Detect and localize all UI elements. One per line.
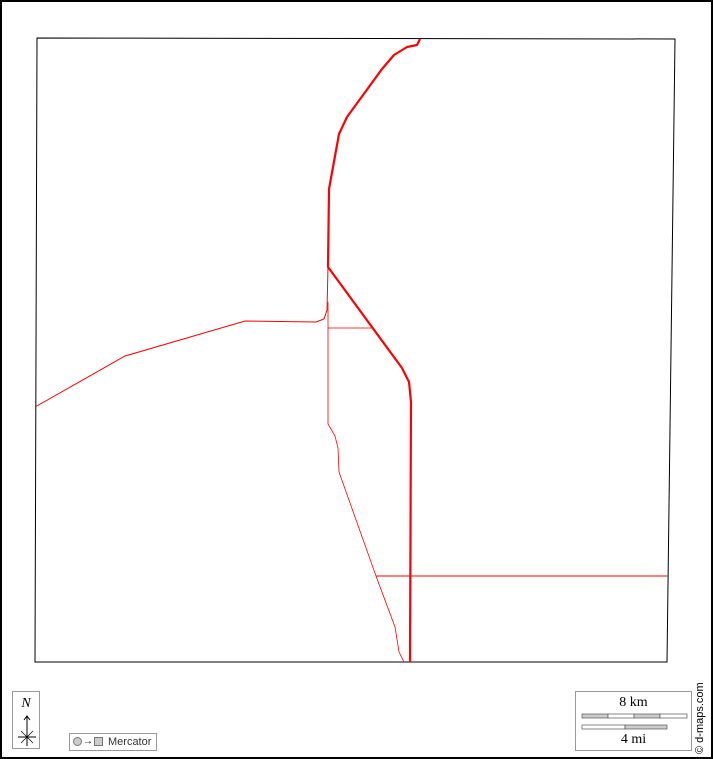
north-label: N bbox=[21, 696, 31, 711]
minor-road-south bbox=[327, 302, 405, 663]
scale-bar: 8 km 4 mi bbox=[575, 691, 692, 751]
credit-text: © d-maps.com bbox=[694, 682, 706, 754]
scale-mi-label: 4 mi bbox=[620, 732, 647, 747]
projection-circle-icon bbox=[73, 737, 82, 746]
scale-bars bbox=[581, 713, 688, 730]
projection-square-icon bbox=[94, 737, 103, 746]
north-indicator: N bbox=[12, 691, 40, 749]
north-arrow-icon bbox=[18, 715, 36, 746]
major-road bbox=[326, 38, 421, 663]
projection-label: Mercator bbox=[108, 736, 152, 748]
minor-road-west bbox=[34, 266, 329, 408]
projection-box: → Mercator bbox=[69, 733, 157, 751]
scale-km-label: 8 km bbox=[619, 695, 648, 710]
map-frame bbox=[34, 37, 676, 663]
arrow-icon: → bbox=[83, 736, 93, 747]
